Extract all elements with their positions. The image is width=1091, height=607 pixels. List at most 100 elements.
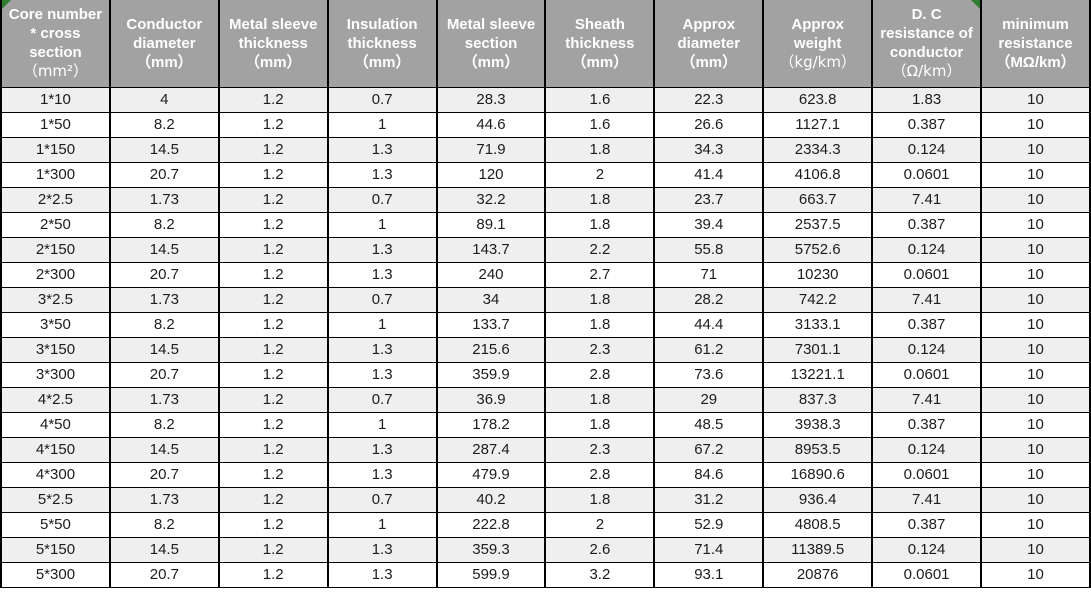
table-cell: 2537.5 bbox=[762, 211, 874, 238]
table-cell: 2.3 bbox=[544, 336, 656, 363]
table-cell: 13221.1 bbox=[762, 361, 874, 388]
column-header-4: Insulation thickness （mm） bbox=[326, 0, 438, 88]
table-cell: 1.73 bbox=[108, 386, 220, 413]
table-cell: 1.8 bbox=[544, 136, 656, 163]
table-cell: 44.4 bbox=[653, 311, 765, 338]
table-cell: 26.6 bbox=[653, 111, 765, 138]
table-cell: 1.8 bbox=[544, 186, 656, 213]
table-cell: 3938.3 bbox=[762, 411, 874, 438]
table-body: 1*10 4 1.2 0.7 28.3 1.6 22.3 623.8 1.83 10 1*50 8.2… bbox=[0, 86, 1091, 588]
table-cell: 143.7 bbox=[435, 236, 547, 263]
table-cell: 4 bbox=[108, 86, 220, 113]
table-cell: 1.2 bbox=[217, 386, 329, 413]
table-cell: 1.3 bbox=[326, 136, 438, 163]
table-cell: 20.7 bbox=[108, 261, 220, 288]
table-cell: 89.1 bbox=[435, 211, 547, 238]
table-cell: 8.2 bbox=[108, 411, 220, 438]
table-cell: 1.3 bbox=[326, 336, 438, 363]
table-cell: 23.7 bbox=[653, 186, 765, 213]
table-cell: 10 bbox=[980, 111, 1091, 138]
column-title: Insulation thickness bbox=[346, 15, 418, 52]
table-cell: 0.124 bbox=[871, 136, 983, 163]
table-cell: 10 bbox=[980, 161, 1091, 188]
table-cell: 93.1 bbox=[653, 561, 765, 588]
table-cell: 215.6 bbox=[435, 336, 547, 363]
table-cell: 0.7 bbox=[326, 486, 438, 513]
table-cell: 55.8 bbox=[653, 236, 765, 263]
table-cell: 2.2 bbox=[544, 236, 656, 263]
table-cell: 1.2 bbox=[217, 161, 329, 188]
table-cell: 287.4 bbox=[435, 436, 547, 463]
table-cell: 10 bbox=[980, 236, 1091, 263]
table-cell: 837.3 bbox=[762, 386, 874, 413]
table-cell: 10 bbox=[980, 286, 1091, 313]
table-cell: 3*300 bbox=[0, 361, 111, 388]
table-row: 4*2.5 1.73 1.2 0.7 36.9 1.8 29 837.3 7.41 10 bbox=[0, 386, 1091, 413]
table-cell: 10 bbox=[980, 311, 1091, 338]
column-header-9: D. C resistance of conductor （Ω/km） bbox=[871, 0, 983, 88]
table-cell: 0.7 bbox=[326, 86, 438, 113]
column-unit: （mm） bbox=[680, 53, 738, 71]
table-header: Core number * cross section （mm²） Conducto… bbox=[0, 0, 1091, 88]
table-cell: 22.3 bbox=[653, 86, 765, 113]
table-cell: 4*50 bbox=[0, 411, 111, 438]
table-cell: 10 bbox=[980, 211, 1091, 238]
table-row: 4*150 14.5 1.2 1.3 287.4 2.3 67.2 8953.5 0.124 10 bbox=[0, 436, 1091, 463]
table-cell: 11389.5 bbox=[762, 536, 874, 563]
table-cell: 10 bbox=[980, 461, 1091, 488]
column-title: Metal sleeve section bbox=[446, 15, 536, 52]
table-cell: 479.9 bbox=[435, 461, 547, 488]
column-title: Sheath thickness bbox=[565, 15, 635, 52]
header-row: Core number * cross section （mm²） Conducto… bbox=[0, 0, 1091, 88]
table-cell: 2*150 bbox=[0, 236, 111, 263]
table-cell: 34.3 bbox=[653, 136, 765, 163]
table-cell: 0.387 bbox=[871, 211, 983, 238]
table-row: 4*300 20.7 1.2 1.3 479.9 2.8 84.6 16890.6 0.0601… bbox=[0, 461, 1091, 488]
table-cell: 0.124 bbox=[871, 536, 983, 563]
table-cell: 20.7 bbox=[108, 561, 220, 588]
table-cell: 1.8 bbox=[544, 411, 656, 438]
table-cell: 1 bbox=[326, 111, 438, 138]
table-cell: 7.41 bbox=[871, 386, 983, 413]
table-cell: 1.2 bbox=[217, 536, 329, 563]
table-cell: 0.7 bbox=[326, 186, 438, 213]
table-cell: 1.3 bbox=[326, 536, 438, 563]
table-cell: 0.124 bbox=[871, 436, 983, 463]
table-row: 5*50 8.2 1.2 1 222.8 2 52.9 4808.5 0.387 10 bbox=[0, 511, 1091, 538]
table-cell: 1.73 bbox=[108, 486, 220, 513]
table-cell: 1.2 bbox=[217, 411, 329, 438]
column-header-1: Core number * cross section （mm²） bbox=[0, 0, 111, 88]
table-cell: 14.5 bbox=[108, 236, 220, 263]
table-cell: 178.2 bbox=[435, 411, 547, 438]
table-cell: 14.5 bbox=[108, 136, 220, 163]
table-cell: 7301.1 bbox=[762, 336, 874, 363]
table-cell: 4808.5 bbox=[762, 511, 874, 538]
table-cell: 73.6 bbox=[653, 361, 765, 388]
table-cell: 8.2 bbox=[108, 511, 220, 538]
table-cell: 1*150 bbox=[0, 136, 111, 163]
table-cell: 44.6 bbox=[435, 111, 547, 138]
table-cell: 29 bbox=[653, 386, 765, 413]
table-cell: 48.5 bbox=[653, 411, 765, 438]
table-cell: 359.3 bbox=[435, 536, 547, 563]
table-cell: 1*10 bbox=[0, 86, 111, 113]
table-cell: 20.7 bbox=[108, 161, 220, 188]
column-unit: （mm） bbox=[135, 53, 193, 71]
column-unit: （Ω/km） bbox=[891, 62, 962, 81]
table-cell: 52.9 bbox=[653, 511, 765, 538]
table-cell: 1.2 bbox=[217, 436, 329, 463]
table-cell: 1*50 bbox=[0, 111, 111, 138]
table-cell: 5*150 bbox=[0, 536, 111, 563]
table-cell: 10 bbox=[980, 386, 1091, 413]
table-cell: 1.2 bbox=[217, 186, 329, 213]
column-title: minimum resistance bbox=[998, 15, 1073, 52]
table-cell: 1.3 bbox=[326, 161, 438, 188]
table-row: 5*150 14.5 1.2 1.3 359.3 2.6 71.4 11389.5 0.124 1… bbox=[0, 536, 1091, 563]
table-cell: 7.41 bbox=[871, 286, 983, 313]
column-title: Conductor diameter bbox=[126, 15, 203, 52]
table-cell: 0.0601 bbox=[871, 561, 983, 588]
table-cell: 359.9 bbox=[435, 361, 547, 388]
table-cell: 1.2 bbox=[217, 511, 329, 538]
table-cell: 10 bbox=[980, 136, 1091, 163]
table-cell: 10 bbox=[980, 486, 1091, 513]
